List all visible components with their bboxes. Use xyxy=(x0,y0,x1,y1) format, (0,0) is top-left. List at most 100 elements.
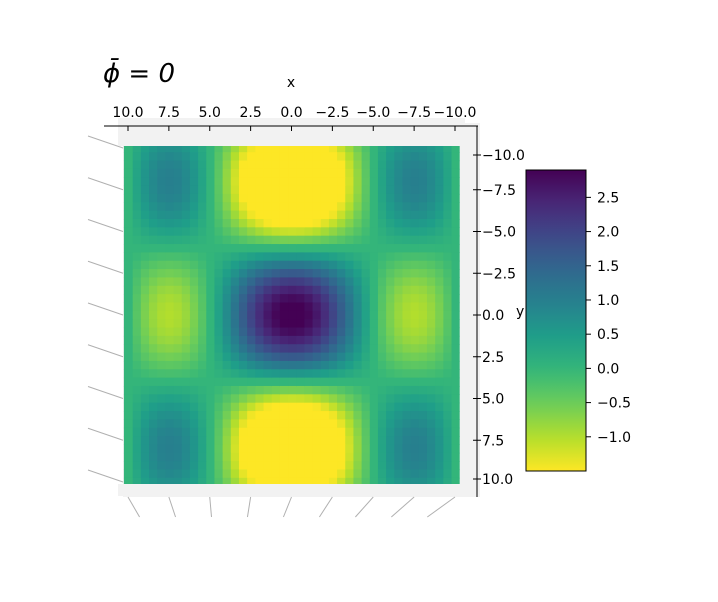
surface-cell xyxy=(418,210,427,220)
surface-cell xyxy=(328,269,338,279)
surface-cell xyxy=(197,452,207,462)
surface-cell xyxy=(385,210,395,220)
surface-cell xyxy=(336,360,346,370)
surface-cell xyxy=(328,436,338,446)
surface-cell xyxy=(434,419,444,429)
surface-cell xyxy=(303,269,313,279)
surface-cell xyxy=(156,385,166,395)
colorbar-gradient xyxy=(525,169,587,472)
surface-cell xyxy=(246,235,256,245)
surface-cell xyxy=(123,168,133,178)
surface-cell xyxy=(197,227,207,237)
surface-cell xyxy=(401,444,411,454)
surface-cell xyxy=(442,369,452,379)
surface-cell xyxy=(344,360,354,370)
surface-cell xyxy=(205,452,215,462)
surface-cell xyxy=(320,436,329,446)
surface-cell xyxy=(328,344,338,354)
surface-cell xyxy=(205,244,215,253)
surface-cell xyxy=(442,319,452,329)
surface-cell xyxy=(450,227,460,237)
surface-cell xyxy=(271,360,280,370)
surface-cell xyxy=(132,344,141,354)
surface-cell xyxy=(213,411,223,420)
surface-cell xyxy=(434,260,444,270)
surface-cell xyxy=(222,152,231,162)
surface-cell xyxy=(434,269,444,279)
surface-cell xyxy=(189,302,199,312)
surface-cell xyxy=(303,302,313,312)
surface-cell xyxy=(344,419,354,429)
surface-cell xyxy=(238,143,248,153)
surface-cell xyxy=(148,185,158,195)
surface-cell xyxy=(426,402,436,412)
surface-cell xyxy=(181,152,190,162)
surface-cell xyxy=(287,319,297,329)
surface-cell xyxy=(172,269,182,279)
surface-cell xyxy=(360,294,370,304)
surface-cell xyxy=(287,477,297,487)
surface-cell xyxy=(377,244,387,253)
surface-cell xyxy=(132,202,141,212)
surface-cell xyxy=(254,277,264,287)
surface-cell xyxy=(197,427,207,437)
surface-cell xyxy=(320,193,329,203)
surface-cell xyxy=(156,360,166,370)
surface-cell xyxy=(213,285,223,295)
surface-cell xyxy=(181,269,190,279)
surface-cell xyxy=(181,369,190,379)
surface-cell xyxy=(401,411,411,420)
surface-cell xyxy=(377,377,387,387)
surface-cell xyxy=(279,352,289,362)
surface-cell xyxy=(385,152,395,162)
surface-cell xyxy=(238,168,248,178)
surface-cell xyxy=(295,327,305,337)
surface-cell xyxy=(132,335,141,345)
surface-cell xyxy=(287,385,297,395)
surface-cell xyxy=(303,352,313,362)
surface-cell xyxy=(156,294,166,304)
surface-cell xyxy=(393,269,403,279)
surface-cell xyxy=(352,185,362,195)
surface-cell xyxy=(140,394,150,404)
surface-cell xyxy=(328,244,338,253)
surface-cell xyxy=(377,310,387,320)
surface-cell xyxy=(434,310,444,320)
bottom-gridline xyxy=(427,496,456,518)
surface-cell xyxy=(418,369,427,379)
colorbar-tick-label: 2.0 xyxy=(597,225,619,241)
surface-cell xyxy=(262,327,272,337)
surface-cell xyxy=(123,160,133,170)
surface-cell xyxy=(393,143,403,153)
surface-cell xyxy=(393,427,403,437)
surface-cell xyxy=(401,143,411,153)
surface-cell xyxy=(205,160,215,170)
surface-cell xyxy=(401,177,411,187)
surface-cell xyxy=(418,227,427,237)
colorbar: 2.52.01.51.00.50.0−0.5−1.0 xyxy=(525,169,631,472)
surface-cell xyxy=(181,285,190,295)
surface-cell xyxy=(434,477,444,487)
surface-cell xyxy=(230,185,239,195)
surface-cell xyxy=(385,411,395,420)
surface-cell xyxy=(189,419,199,429)
surface-cell xyxy=(156,160,166,170)
surface-cell xyxy=(369,185,378,195)
surface-cell xyxy=(164,427,174,437)
surface-cell xyxy=(303,277,313,287)
surface-cell xyxy=(254,452,264,462)
surface-cell xyxy=(377,344,387,354)
surface-cell xyxy=(360,402,370,412)
surface-cell xyxy=(164,277,174,287)
surface-cell xyxy=(230,210,239,220)
surface-cell xyxy=(222,177,231,187)
surface-cell xyxy=(360,277,370,287)
surface-cell xyxy=(123,444,133,454)
surface-cell xyxy=(328,452,338,462)
surface-cell xyxy=(213,302,223,312)
surface-cell xyxy=(344,294,354,304)
surface-cell xyxy=(189,193,199,203)
surface-cell xyxy=(352,477,362,487)
surface-cell xyxy=(287,218,297,228)
surface-cell xyxy=(287,269,297,279)
